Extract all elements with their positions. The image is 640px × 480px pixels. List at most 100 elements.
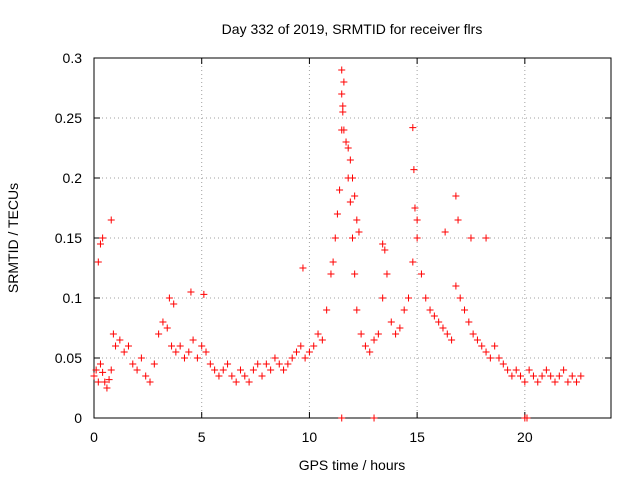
data-point <box>219 366 227 374</box>
y-axis-label: SRMTID / TECUs <box>5 183 21 293</box>
data-point <box>426 306 434 314</box>
data-point <box>379 294 387 302</box>
data-point <box>413 234 421 242</box>
data-point <box>355 228 363 236</box>
data-point <box>224 360 232 368</box>
data-point <box>297 342 305 350</box>
data-point <box>344 144 352 152</box>
data-point <box>452 192 460 200</box>
data-point <box>534 378 542 386</box>
data-point <box>202 348 210 356</box>
data-point <box>206 360 214 368</box>
data-point <box>351 270 359 278</box>
data-point <box>387 318 395 326</box>
data-point <box>193 354 201 362</box>
data-point <box>370 414 378 422</box>
data-point <box>370 336 378 344</box>
data-point <box>176 342 184 350</box>
data-point <box>172 348 180 356</box>
data-point <box>529 372 537 380</box>
data-point <box>280 366 288 374</box>
data-point <box>517 372 525 380</box>
data-point <box>133 366 141 374</box>
data-point <box>340 126 348 134</box>
data-point <box>361 342 369 350</box>
data-point <box>200 290 208 298</box>
data-point <box>523 414 531 422</box>
y-tick-label: 0.05 <box>55 350 82 366</box>
data-point <box>338 66 346 74</box>
data-point <box>284 360 292 368</box>
data-point <box>456 294 464 302</box>
data-point <box>120 348 128 356</box>
data-point <box>92 366 100 374</box>
data-point <box>338 414 346 422</box>
data-point <box>461 306 469 314</box>
x-tick-label: 5 <box>198 429 206 445</box>
data-point <box>185 348 193 356</box>
data-point <box>504 366 512 374</box>
data-point <box>292 348 300 356</box>
data-point <box>94 378 102 386</box>
data-point <box>275 360 283 368</box>
data-point <box>491 342 499 350</box>
data-point <box>417 270 425 278</box>
data-point <box>346 198 354 206</box>
data-point <box>495 354 503 362</box>
data-point <box>189 336 197 344</box>
data-point <box>555 372 563 380</box>
data-point <box>568 372 576 380</box>
data-point <box>198 342 206 350</box>
data-point <box>109 330 117 338</box>
data-point <box>331 234 339 242</box>
data-point <box>542 366 550 374</box>
data-point <box>107 366 115 374</box>
data-point <box>163 324 171 332</box>
data-point <box>422 294 430 302</box>
data-point <box>150 360 158 368</box>
data-point <box>180 354 188 362</box>
data-point <box>508 372 516 380</box>
data-point <box>168 342 176 350</box>
data-point <box>288 354 296 362</box>
data-point <box>99 234 107 242</box>
chart-title: Day 332 of 2019, SRMTID for receiver flr… <box>222 21 483 37</box>
data-point <box>323 306 331 314</box>
data-point <box>467 234 475 242</box>
x-axis-label: GPS time / hours <box>299 457 406 473</box>
data-point <box>165 294 173 302</box>
data-point <box>383 270 391 278</box>
data-point <box>215 372 223 380</box>
y-tick-label: 0.3 <box>63 50 83 66</box>
data-point <box>99 368 107 376</box>
y-tick-labels: 0 0.05 0.1 0.15 0.2 0.25 0.3 <box>55 50 82 426</box>
data-point <box>482 348 490 356</box>
data-point <box>327 270 335 278</box>
data-point <box>482 234 490 242</box>
data-point <box>478 342 486 350</box>
data-point <box>512 366 520 374</box>
data-point <box>405 294 413 302</box>
data-point <box>339 108 347 116</box>
data-point <box>228 372 236 380</box>
data-point <box>366 348 374 356</box>
data-point <box>112 342 120 350</box>
data-point <box>454 216 462 224</box>
y-tick-label: 0.2 <box>63 170 83 186</box>
data-point <box>305 348 313 356</box>
data-point <box>400 306 408 314</box>
data-point <box>336 186 344 194</box>
y-tick-label: 0.1 <box>63 290 83 306</box>
data-point <box>410 166 418 174</box>
data-point <box>374 330 382 338</box>
data-point <box>301 354 309 362</box>
data-point <box>430 312 438 320</box>
data-point <box>357 330 365 338</box>
data-point <box>338 90 346 98</box>
data-point <box>262 360 270 368</box>
x-tick-label: 15 <box>409 429 425 445</box>
data-point <box>564 378 572 386</box>
data-point <box>299 264 307 272</box>
data-point <box>392 330 400 338</box>
